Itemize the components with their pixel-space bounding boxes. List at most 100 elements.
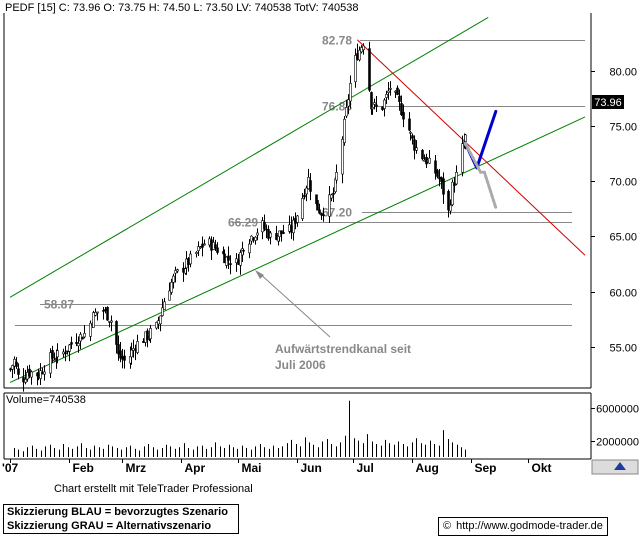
candle-3	[15, 357, 18, 369]
candle-40	[115, 320, 118, 354]
candle-body	[110, 320, 113, 323]
volume-title: Volume=740538	[6, 394, 86, 406]
candle-body	[64, 352, 67, 355]
candle-body	[172, 275, 175, 283]
candle-166	[449, 199, 452, 215]
candle-61	[170, 278, 173, 295]
candle-64	[176, 268, 179, 274]
candle-4	[17, 363, 20, 380]
candle-32	[92, 310, 95, 328]
candle-body	[461, 143, 464, 173]
candle-129	[349, 75, 352, 109]
candle-body	[210, 239, 213, 251]
candle-91	[250, 235, 253, 245]
candle-body	[303, 194, 306, 198]
candle-50	[142, 338, 145, 343]
candle-152	[411, 133, 414, 145]
candle-body	[108, 321, 111, 323]
candle-body	[134, 348, 137, 351]
candle-body	[83, 333, 86, 338]
candle-body	[115, 321, 118, 345]
copyright-symbol: ©	[443, 520, 452, 532]
candle-body	[216, 247, 219, 253]
volume-bars	[14, 400, 466, 457]
price-tick-label-0: 55.00	[609, 343, 637, 355]
candle-body	[322, 214, 325, 216]
legend-grey-line: Skizzierung GRAU = Alternativszenario	[7, 520, 212, 532]
time-axis: '07 Feb Mrz Apr Mai Jun Jul Aug Sep Okt	[2, 459, 552, 475]
time-tick-label-2: Mrz	[126, 461, 147, 475]
candle-51	[144, 331, 147, 347]
candle-36	[104, 306, 107, 314]
candle-body	[343, 118, 346, 143]
candle-146	[396, 85, 399, 96]
candle-85	[235, 253, 238, 272]
candle-37	[106, 306, 109, 321]
candle-body	[159, 315, 162, 325]
candle-body	[199, 246, 202, 249]
candle-body	[453, 183, 456, 186]
candle-body	[201, 243, 204, 248]
candle-149	[402, 104, 405, 128]
candle-151	[409, 130, 412, 141]
scroll-corner-box[interactable]	[591, 459, 639, 475]
level-label-3: 66.29	[228, 216, 258, 230]
scroll-corner[interactable]	[591, 459, 639, 475]
source-url[interactable]: http://www.godmode-trader.de	[456, 520, 603, 532]
candle-body	[155, 322, 158, 329]
candle-58	[161, 298, 164, 317]
candle-body	[81, 337, 84, 340]
candle-body	[375, 104, 378, 108]
candle-154	[415, 140, 418, 154]
candle-body	[464, 134, 467, 142]
candle-107	[292, 216, 295, 241]
chart-credit: Chart erstellt mit TeleTrader Profession…	[54, 483, 253, 495]
candle-body	[415, 147, 418, 151]
candle-body	[252, 238, 255, 240]
chart-header: PEDF [15] C: 73.96 O: 73.75 H: 74.50 L: …	[5, 2, 358, 14]
candle-body	[332, 192, 335, 195]
candle-body	[39, 370, 42, 379]
candle-body	[117, 344, 120, 355]
time-tick-label-8: Sep	[475, 461, 497, 475]
candle-73	[201, 236, 204, 257]
candle-body	[11, 365, 14, 370]
arrow-up-icon[interactable]	[614, 462, 626, 470]
time-tick-label-6: Jul	[357, 461, 374, 475]
candle-body	[296, 215, 299, 223]
candle-39	[110, 315, 113, 332]
candle-body	[318, 209, 321, 214]
candle-body	[62, 351, 65, 355]
candle-52	[146, 328, 149, 348]
candle-body	[208, 238, 211, 246]
candle-body	[447, 191, 450, 211]
candle-83	[227, 246, 230, 269]
candle-body	[15, 361, 18, 367]
candle-body	[402, 112, 405, 120]
candle-130	[354, 48, 357, 88]
candle-164	[442, 172, 445, 204]
candle-69	[189, 250, 192, 268]
candle-body	[214, 244, 217, 249]
candle-112	[305, 185, 308, 202]
candle-22	[66, 350, 69, 355]
candle-body	[144, 331, 147, 343]
source-link[interactable]: © http://www.godmode-trader.de	[438, 517, 608, 536]
candle-body	[195, 252, 198, 254]
candle-body	[387, 90, 390, 93]
candle-161	[436, 168, 439, 179]
candle-body	[176, 269, 179, 272]
candle-body	[400, 103, 403, 115]
candle-155	[421, 149, 424, 161]
candle-117	[318, 203, 321, 215]
candle-body	[421, 149, 424, 160]
candle-68	[187, 257, 190, 272]
candle-body	[170, 281, 173, 293]
time-tick-label-3: Apr	[185, 461, 206, 475]
last-price-marker: 73.96	[592, 95, 624, 109]
candle-body	[242, 249, 245, 252]
candle-body	[70, 342, 73, 345]
candle-9	[30, 370, 33, 385]
